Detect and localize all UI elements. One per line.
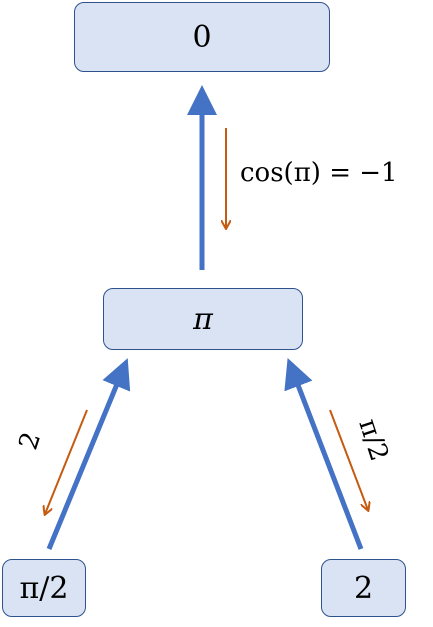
left-input-node: π/2 (2, 559, 86, 617)
right-input-node: 2 (321, 559, 406, 617)
forward-edge-2-to-pi (284, 357, 364, 550)
output-node-label: 0 (192, 19, 212, 55)
output-node: 0 (74, 2, 330, 72)
forward-edge-pi2-to-pi (46, 358, 131, 550)
middle-node: π (103, 288, 303, 350)
gradient-label-top: cos(π) = −1 (240, 158, 398, 188)
right-input-node-label: 2 (353, 570, 374, 606)
gradient-edge-right (329, 409, 368, 510)
left-input-node-label: π/2 (19, 570, 69, 606)
middle-node-label: π (193, 301, 213, 337)
gradient-edge-left (45, 409, 88, 514)
